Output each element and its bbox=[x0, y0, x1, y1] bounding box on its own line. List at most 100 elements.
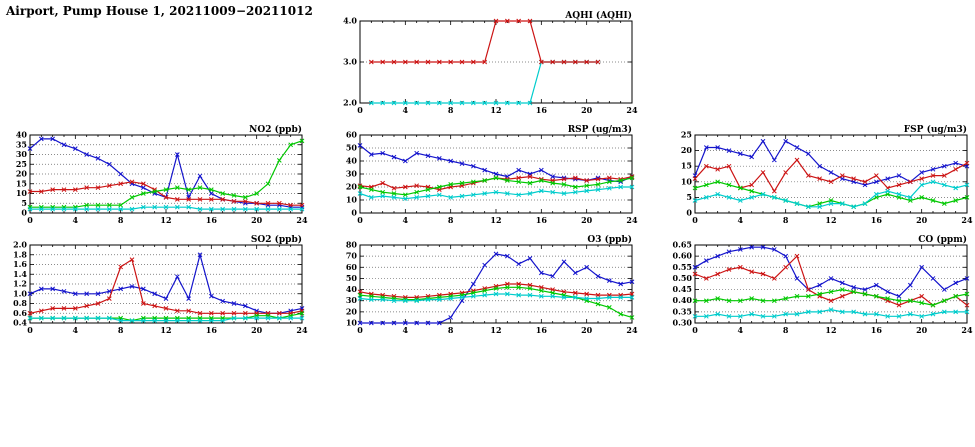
svg-text:12: 12 bbox=[825, 215, 836, 225]
svg-text:10: 10 bbox=[346, 318, 358, 328]
svg-text:1.2: 1.2 bbox=[13, 279, 27, 289]
svg-text:16: 16 bbox=[536, 215, 548, 225]
svg-text:8: 8 bbox=[118, 215, 124, 225]
svg-text:0.50: 0.50 bbox=[673, 273, 693, 283]
svg-text:16: 16 bbox=[871, 215, 883, 225]
svg-text:24: 24 bbox=[626, 105, 638, 115]
svg-text:RSP (ug/m3): RSP (ug/m3) bbox=[568, 124, 632, 135]
svg-text:4: 4 bbox=[73, 215, 79, 225]
chart-co: 0 4 8 12 16 20 24 0.30 0.35 0.40 0.45 0.50 0.55 0.60 0… bbox=[665, 232, 975, 342]
svg-text:24: 24 bbox=[961, 325, 973, 335]
svg-text:16: 16 bbox=[536, 325, 548, 335]
svg-text:0: 0 bbox=[686, 208, 692, 218]
chart-aqhi: 0 4 8 12 16 20 24 2.0 3.0 4.0 AQHI (AQHI) bbox=[330, 8, 640, 122]
svg-text:2.0: 2.0 bbox=[343, 98, 357, 108]
svg-text:FSP (ug/m3): FSP (ug/m3) bbox=[904, 124, 967, 135]
fsp-plot: 0 4 8 12 16 20 24 0 5 10 15 20 25 FSP (ug/m3) bbox=[681, 124, 973, 225]
svg-text:10: 10 bbox=[16, 188, 28, 198]
svg-text:24: 24 bbox=[296, 215, 308, 225]
svg-text:8: 8 bbox=[783, 215, 789, 225]
svg-text:5: 5 bbox=[686, 192, 692, 202]
aqhi-plot: 0 4 8 12 16 20 24 2.0 3.0 4.0 AQHI (AQHI) bbox=[343, 10, 638, 115]
svg-text:0.35: 0.35 bbox=[673, 306, 692, 316]
svg-text:80: 80 bbox=[346, 240, 358, 250]
svg-text:3.0: 3.0 bbox=[343, 57, 357, 67]
svg-text:24: 24 bbox=[961, 215, 973, 225]
svg-text:25: 25 bbox=[16, 159, 27, 169]
svg-text:0: 0 bbox=[357, 215, 363, 225]
svg-text:4: 4 bbox=[403, 325, 409, 335]
svg-text:16: 16 bbox=[206, 215, 218, 225]
svg-text:20: 20 bbox=[581, 105, 593, 115]
svg-text:AQHI (AQHI): AQHI (AQHI) bbox=[564, 10, 632, 21]
svg-text:15: 15 bbox=[16, 178, 27, 188]
svg-text:8: 8 bbox=[783, 325, 789, 335]
svg-text:20: 20 bbox=[251, 215, 263, 225]
svg-text:20: 20 bbox=[916, 215, 928, 225]
svg-text:30: 30 bbox=[16, 149, 28, 159]
chart-so2: 0 4 8 12 16 20 24 0.4 0.6 0.8 1.0 1.2 1.4 1.6 1.8 2.0 SO… bbox=[0, 232, 310, 342]
svg-text:0.60: 0.60 bbox=[673, 251, 693, 261]
svg-text:24: 24 bbox=[626, 215, 638, 225]
svg-text:4: 4 bbox=[738, 325, 744, 335]
svg-text:40: 40 bbox=[346, 284, 358, 294]
svg-text:12: 12 bbox=[160, 215, 171, 225]
svg-text:60: 60 bbox=[346, 130, 358, 140]
svg-text:0: 0 bbox=[692, 215, 698, 225]
svg-text:0: 0 bbox=[692, 325, 698, 335]
svg-text:8: 8 bbox=[118, 325, 124, 335]
svg-text:20: 20 bbox=[581, 215, 593, 225]
svg-text:0: 0 bbox=[351, 208, 357, 218]
svg-text:24: 24 bbox=[626, 325, 638, 335]
svg-text:0.4: 0.4 bbox=[13, 318, 27, 328]
svg-text:20: 20 bbox=[581, 325, 593, 335]
svg-text:O3 (ppb): O3 (ppb) bbox=[587, 234, 632, 245]
svg-text:1.4: 1.4 bbox=[13, 269, 27, 279]
svg-text:12: 12 bbox=[490, 105, 501, 115]
svg-text:0.55: 0.55 bbox=[673, 262, 692, 272]
svg-text:0: 0 bbox=[27, 325, 33, 335]
svg-text:5: 5 bbox=[21, 198, 27, 208]
rsp-plot: 0 4 8 12 16 20 24 0 10 20 30 40 50 60 RSP (ug/m3) bbox=[346, 124, 638, 225]
svg-text:10: 10 bbox=[681, 176, 693, 186]
svg-text:16: 16 bbox=[871, 325, 883, 335]
svg-text:0.40: 0.40 bbox=[673, 295, 693, 305]
svg-text:0: 0 bbox=[357, 105, 363, 115]
svg-text:NO2 (ppb): NO2 (ppb) bbox=[249, 124, 302, 135]
svg-text:0.65: 0.65 bbox=[673, 240, 692, 250]
svg-text:1.8: 1.8 bbox=[13, 249, 27, 259]
svg-text:40: 40 bbox=[346, 156, 358, 166]
svg-text:8: 8 bbox=[448, 105, 454, 115]
svg-text:20: 20 bbox=[681, 145, 693, 155]
svg-text:12: 12 bbox=[490, 215, 501, 225]
svg-text:70: 70 bbox=[346, 251, 358, 261]
svg-text:8: 8 bbox=[448, 215, 454, 225]
co-plot: 0 4 8 12 16 20 24 0.30 0.350.400.450.500.550.600… bbox=[673, 234, 973, 335]
svg-text:16: 16 bbox=[536, 105, 548, 115]
svg-text:12: 12 bbox=[490, 325, 501, 335]
svg-text:20: 20 bbox=[346, 182, 358, 192]
chart-rsp: 0 4 8 12 16 20 24 0 10 20 30 40 50 60 RSP (ug/m3) bbox=[330, 122, 640, 232]
svg-text:0: 0 bbox=[27, 215, 33, 225]
svg-text:SO2 (ppb): SO2 (ppb) bbox=[251, 234, 302, 245]
svg-text:4: 4 bbox=[403, 105, 409, 115]
svg-text:1.6: 1.6 bbox=[13, 259, 27, 269]
so2-plot: 0 4 8 12 16 20 24 0.40.60.81.01.21.41.61.82.0 SO… bbox=[13, 234, 308, 335]
svg-text:30: 30 bbox=[346, 295, 358, 305]
svg-text:4: 4 bbox=[738, 215, 744, 225]
svg-text:1.0: 1.0 bbox=[13, 288, 27, 298]
svg-text:8: 8 bbox=[448, 325, 454, 335]
svg-text:60: 60 bbox=[346, 262, 358, 272]
svg-text:25: 25 bbox=[681, 130, 692, 140]
svg-text:10: 10 bbox=[346, 195, 358, 205]
svg-text:12: 12 bbox=[160, 325, 171, 335]
svg-text:20: 20 bbox=[251, 325, 263, 335]
svg-text:2.0: 2.0 bbox=[13, 240, 27, 250]
svg-text:4.0: 4.0 bbox=[343, 16, 357, 26]
chart-fsp: 0 4 8 12 16 20 24 0 5 10 15 20 25 FSP (ug/m3) bbox=[665, 122, 975, 232]
svg-text:0.8: 0.8 bbox=[13, 298, 27, 308]
svg-text:0: 0 bbox=[357, 325, 363, 335]
svg-text:40: 40 bbox=[16, 130, 28, 140]
